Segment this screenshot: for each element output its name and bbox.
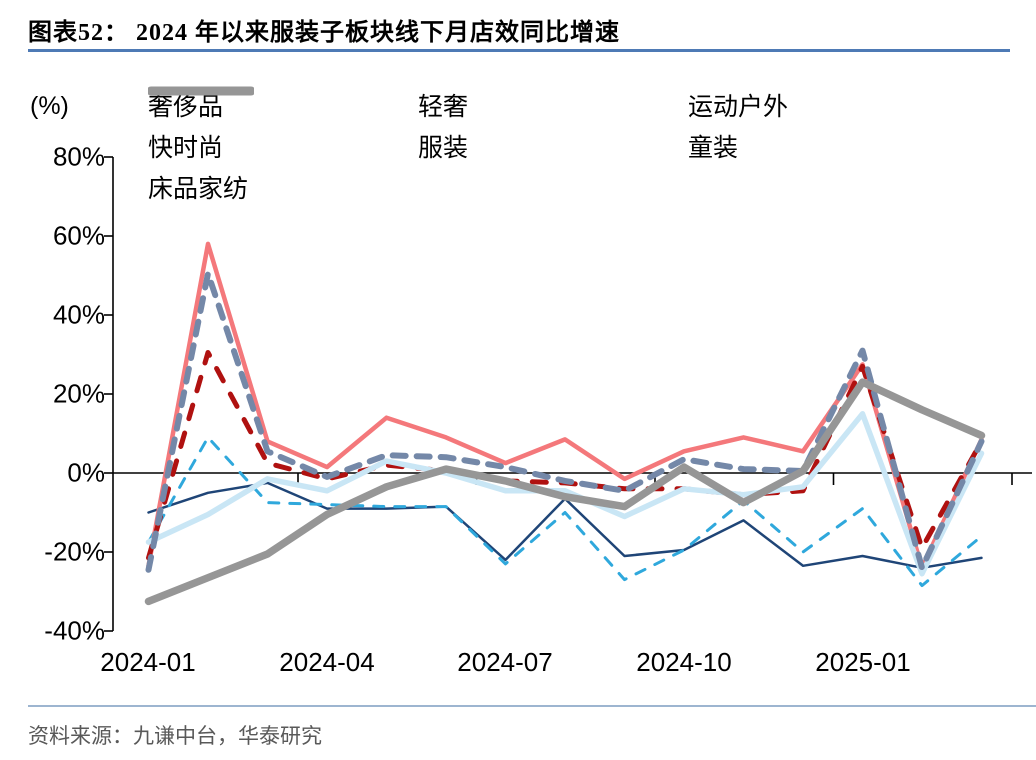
series-line-运动户外 [146, 241, 984, 571]
y-tick-0: 0% [67, 457, 105, 488]
y-tick-40: 40% [52, 299, 105, 330]
x-tick-2025-01: 2025-01 [815, 647, 911, 677]
legend-label: 奢侈品 [148, 93, 224, 121]
source-note: 资料来源：九谦中台，华泰研究 [28, 724, 322, 748]
legend-label: 运动户外 [688, 93, 789, 121]
series-line-快时尚 [146, 350, 984, 561]
legend-label: 床品家纺 [148, 175, 249, 203]
x-tick-2024-01: 2024-01 [100, 647, 196, 677]
x-tick-2024-04: 2024-04 [279, 647, 375, 677]
series-line-童装 [145, 270, 985, 573]
title-divider [28, 49, 1010, 52]
figure-title: 图表52： 2024 年以来服装子板块线下月店效同比增速 [28, 20, 620, 46]
y-tick-20: 20% [52, 378, 105, 409]
chart-series-lines [144, 241, 986, 606]
legend-label: 快时尚 [148, 134, 224, 162]
y-tick-80: 80% [52, 141, 105, 172]
chart-legend: 奢侈品 轻奢 运动户外 快时尚 服装 童装 床品家纺 [148, 84, 958, 207]
series-line-服装 [145, 411, 985, 577]
series-line-轻奢 [147, 435, 983, 588]
footer-divider [28, 705, 1036, 707]
y-tick-m40: -40% [44, 615, 105, 646]
y-tick-60: 60% [52, 220, 105, 251]
y-axis-unit: (%) [30, 92, 69, 120]
legend-line-icon [148, 86, 254, 96]
x-tick-2024-07: 2024-07 [457, 647, 553, 677]
legend-label: 童装 [688, 134, 739, 162]
legend-item-bedding-textiles: 床品家纺 [148, 86, 418, 207]
legend-label: 轻奢 [418, 93, 469, 121]
series-line-床品家纺 [144, 378, 986, 606]
y-axis-ticks [104, 156, 113, 632]
legend-label: 服装 [418, 134, 469, 162]
y-tick-m20: -20% [44, 536, 105, 567]
x-tick-2024-10: 2024-10 [636, 647, 732, 677]
